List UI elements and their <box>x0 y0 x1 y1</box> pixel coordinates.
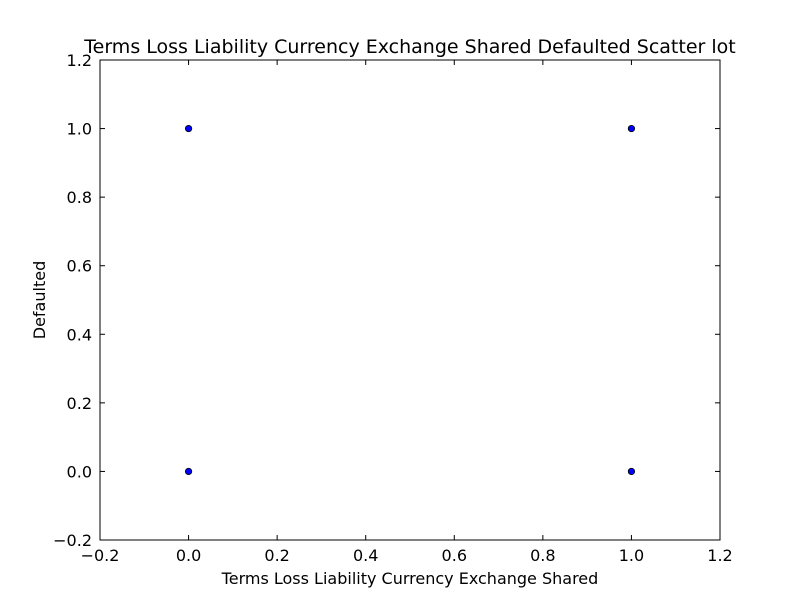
scatter-point <box>184 124 193 133</box>
x-tick-label: 0.4 <box>353 546 378 565</box>
y-tick-label: 0.8 <box>67 188 92 207</box>
scatter-point <box>184 467 193 476</box>
y-tick-label: 0.2 <box>67 394 92 413</box>
data-points <box>184 124 636 476</box>
x-tick-label: 1.0 <box>619 546 644 565</box>
scatter-point <box>627 467 636 476</box>
y-tick-label: 0.4 <box>67 325 92 344</box>
chart-title: Terms Loss Liability Currency Exchange S… <box>83 36 735 58</box>
x-tick-label: 0.2 <box>264 546 289 565</box>
plot-frame <box>99 59 721 541</box>
scatter-point <box>627 124 636 133</box>
y-tick-label: 0.0 <box>67 462 92 481</box>
x-tick-label: 0.6 <box>442 546 467 565</box>
x-tick-label: 1.2 <box>707 546 732 565</box>
y-tick-label: 1.2 <box>67 51 92 70</box>
y-tick-label: −0.2 <box>53 531 92 550</box>
x-tick-label: 0.8 <box>530 546 555 565</box>
x-axis-title: Terms Loss Liability Currency Exchange S… <box>221 569 599 588</box>
x-tick-label: −0.2 <box>81 546 120 565</box>
y-axis-title: Defaulted <box>30 261 49 339</box>
y-tick-label: 1.0 <box>67 120 92 139</box>
axis-ticks: −0.2 0.0 0.2 0.4 0.6 0.8 1.0 1.2 −0.2 0.0 0.2 0.4 0.… <box>53 51 733 565</box>
y-tick-label: 0.6 <box>67 257 92 276</box>
x-tick-label: 0.0 <box>176 546 201 565</box>
